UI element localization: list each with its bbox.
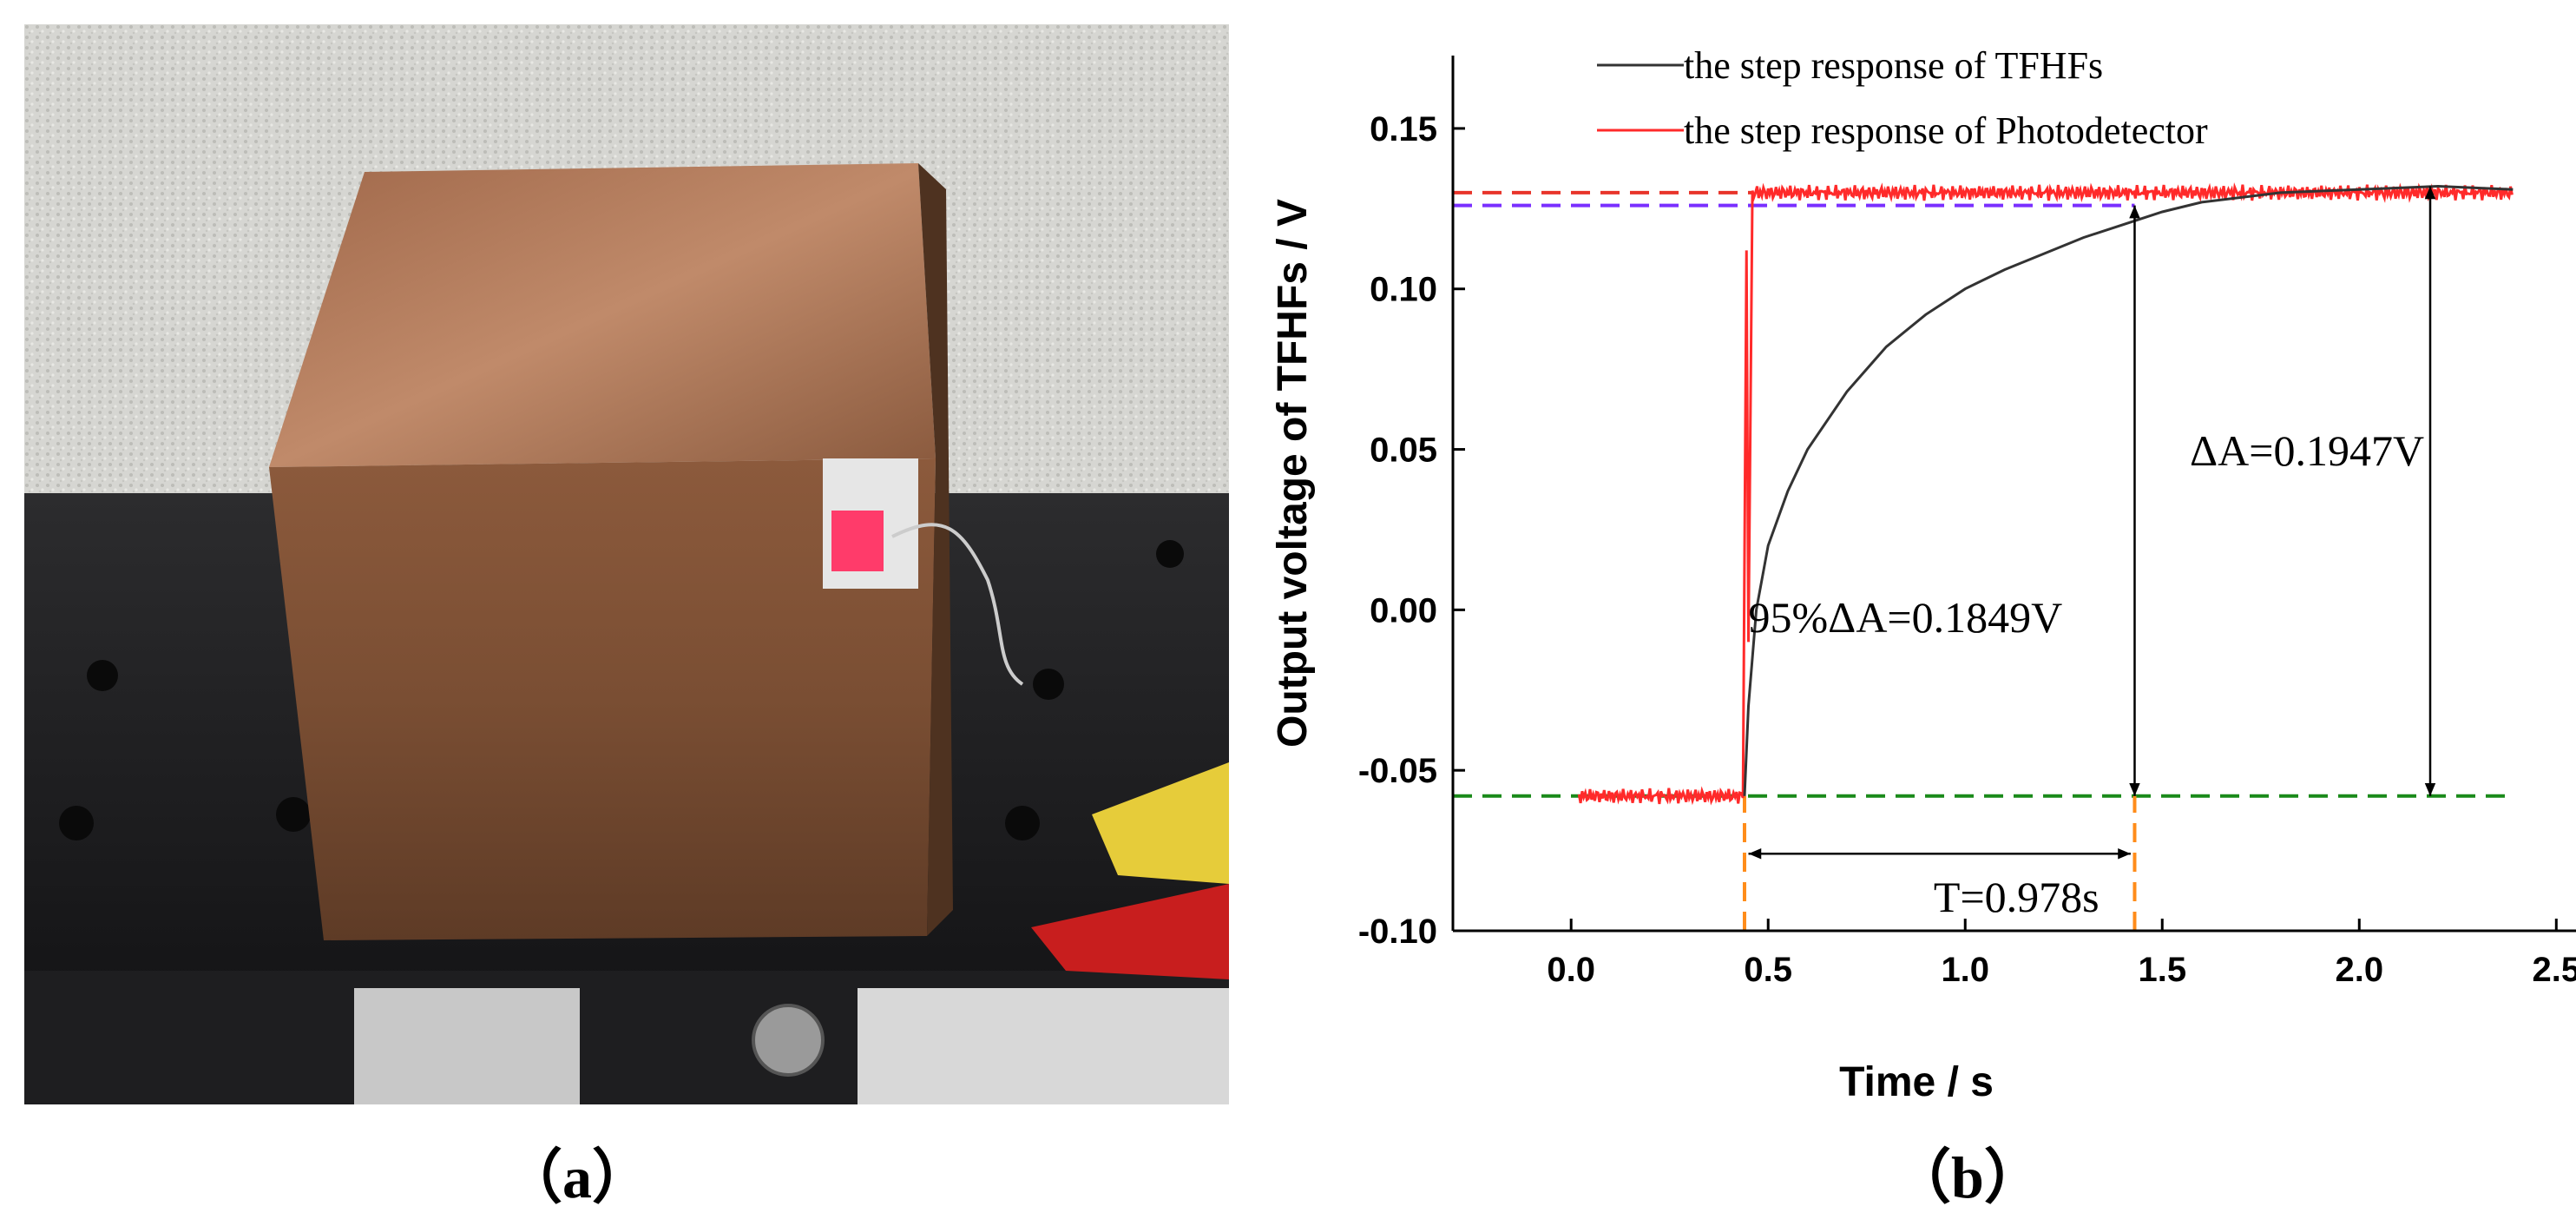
reference-lines (1453, 190, 2514, 931)
annotation-delta-a: ΔA=0.1947V (2190, 426, 2424, 475)
x-tick-label: 1.5 (2138, 951, 2186, 989)
x-tick-label: 2.0 (2335, 951, 2383, 989)
screw-head (752, 1004, 825, 1077)
annotation-time-constant: T=0.978s (1934, 873, 2100, 921)
y-tick-label: -0.10 (1358, 913, 1437, 951)
arrow-layer (1748, 186, 2436, 860)
series-layer (1577, 182, 2514, 806)
y-tick-label: 0.15 (1370, 110, 1437, 148)
aluminum-plate (858, 988, 1229, 1104)
legend-label-photodetector: the step response of Photodetector (1684, 109, 2208, 152)
copper-block-top (269, 163, 936, 467)
y-tick-label: 0.10 (1370, 271, 1437, 309)
x-tick-label: 2.5 (2532, 951, 2576, 989)
red-probe-handle (1031, 884, 1229, 979)
axes (1451, 56, 2576, 933)
yellow-probe-handle (1092, 762, 1229, 884)
tick-labels: 0.0 0.5 1.0 1.5 2.0 2.5 -0.10 -0.05 0.00 0.05 0.10… (1358, 110, 2576, 989)
legend-label-tfhf: the step response of TFHFs (1684, 44, 2103, 87)
chart-step-response: 0.0 0.5 1.0 1.5 2.0 2.5 -0.10 -0.05 0.00 0.05 0.10… (1270, 44, 2576, 1105)
sensor-wires (891, 523, 1024, 686)
x-tick-label: 0.0 (1547, 951, 1595, 989)
aluminum-rail (354, 988, 580, 1104)
annotations: ΔA=0.1947V 95%ΔA=0.1849V T=0.978s (1749, 426, 2425, 921)
x-tick-label: 1.0 (1941, 951, 1989, 989)
copper-block-side (918, 163, 953, 936)
y-tick-label: 0.05 (1370, 432, 1437, 470)
tfhf-sensor-chip (831, 511, 884, 571)
arrow-time-constant (1748, 848, 2131, 860)
y-axis-title: Output voltage of TFHFs / V (1270, 199, 1316, 748)
legend: the step response of TFHFs the step resp… (1597, 44, 2208, 152)
arrow-delta-a (2424, 186, 2436, 796)
x-tick-label: 0.5 (1744, 951, 1792, 989)
series-tfhf-line (1743, 184, 2514, 796)
annotation-95-delta-a: 95%ΔA=0.1849V (1749, 593, 2063, 642)
y-tick-label: -0.05 (1358, 752, 1437, 790)
panel-label-a: （a） (503, 1144, 652, 1210)
x-axis-title: Time / s (1839, 1059, 1994, 1105)
copper-block-front (269, 458, 936, 940)
y-tick-label: 0.00 (1370, 591, 1437, 629)
photo-copper-block (24, 24, 1229, 1104)
series-photodetector-line (1577, 182, 2514, 806)
arrow-95-delta-a (2129, 205, 2140, 796)
panel-label-b: （b） (1892, 1144, 2043, 1210)
